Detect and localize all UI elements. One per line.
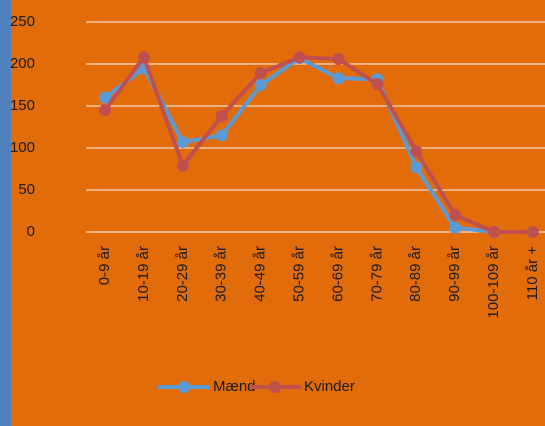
point — [137, 51, 150, 64]
point — [99, 91, 111, 104]
x-tick-label: 10-19 år — [135, 246, 152, 302]
x-tick-label: 60-69 år — [329, 246, 346, 302]
point — [449, 221, 462, 234]
x-tick-label: 30-39 år — [213, 246, 230, 302]
point — [215, 129, 228, 142]
point — [215, 110, 228, 123]
point — [99, 104, 111, 117]
side-strip — [0, 0, 11, 426]
point — [332, 72, 345, 85]
x-tick-label: 80-89 år — [407, 246, 424, 302]
x-tick-label: 40-49 år — [252, 246, 269, 302]
x-tick-label: 110 år + — [524, 246, 541, 301]
point — [176, 136, 189, 149]
point — [488, 226, 501, 238]
legend-label: Kvinder — [304, 378, 355, 395]
x-tick-label: 0-9 år — [96, 246, 113, 285]
x-tick-label: 20-29 år — [174, 246, 191, 302]
y-tick-label: 150 — [10, 97, 35, 114]
series-line — [103, 55, 533, 234]
legend-label: Mænd — [213, 378, 256, 395]
point — [527, 226, 539, 238]
x-tick-label: 70-79 år — [368, 246, 385, 302]
point — [449, 209, 462, 222]
point — [254, 79, 267, 91]
point — [371, 78, 384, 91]
series-line — [103, 53, 533, 234]
x-tick-label: 90-99 år — [446, 246, 463, 302]
point — [176, 159, 189, 172]
point — [293, 51, 306, 64]
legend-marker — [269, 381, 281, 393]
point — [332, 52, 345, 65]
y-tick-label: 50 — [18, 181, 35, 198]
point — [410, 145, 423, 158]
point — [410, 161, 423, 174]
y-tick-label: 0 — [27, 223, 35, 240]
x-tick-label: 50-59 år — [291, 246, 308, 302]
legend-marker — [178, 381, 190, 393]
x-tick-label: 100-109 år — [485, 246, 502, 319]
y-tick-label: 100 — [10, 139, 35, 156]
y-tick-label: 250 — [10, 13, 35, 30]
point — [254, 67, 267, 80]
y-tick-label: 200 — [10, 55, 35, 72]
